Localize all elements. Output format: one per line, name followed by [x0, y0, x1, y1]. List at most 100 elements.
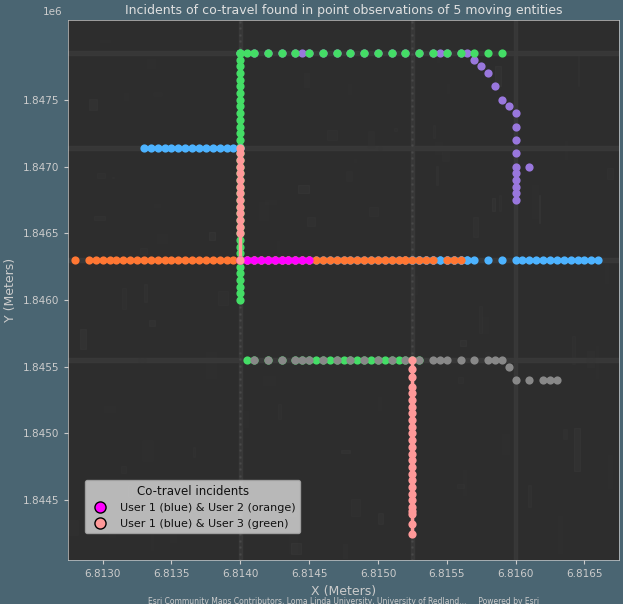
Point: [401, 255, 411, 265]
Point: [407, 482, 417, 492]
Point: [235, 48, 245, 58]
Point: [455, 48, 465, 58]
Point: [407, 510, 417, 519]
Point: [229, 143, 239, 153]
Bar: [277, 242, 279, 258]
Point: [229, 255, 239, 265]
Point: [359, 48, 369, 58]
Bar: [368, 503, 380, 518]
Bar: [69, 146, 619, 150]
Point: [235, 516, 245, 526]
Point: [187, 143, 197, 153]
Point: [552, 255, 562, 265]
Point: [235, 48, 245, 58]
Point: [235, 289, 245, 298]
Bar: [153, 204, 160, 207]
Point: [235, 225, 245, 234]
Point: [235, 471, 245, 481]
Point: [235, 445, 245, 455]
Point: [235, 208, 245, 218]
Point: [401, 355, 411, 365]
Point: [235, 242, 245, 251]
Point: [263, 255, 273, 265]
Bar: [69, 520, 77, 535]
Point: [235, 142, 245, 152]
Point: [235, 296, 245, 306]
Point: [235, 387, 245, 396]
Point: [235, 62, 245, 71]
Point: [187, 255, 197, 265]
Point: [263, 48, 273, 58]
Bar: [109, 533, 115, 537]
Point: [511, 149, 521, 158]
Point: [325, 255, 335, 265]
Point: [235, 262, 245, 271]
Bar: [437, 54, 439, 62]
Point: [235, 182, 245, 191]
Point: [235, 255, 245, 265]
Point: [407, 30, 417, 40]
Point: [311, 255, 321, 265]
Point: [490, 355, 500, 365]
Point: [235, 215, 245, 225]
Point: [380, 255, 390, 265]
Point: [283, 255, 293, 265]
Bar: [263, 376, 275, 385]
Point: [235, 55, 245, 65]
Point: [407, 355, 417, 365]
Point: [235, 153, 245, 163]
Point: [318, 255, 328, 265]
Point: [290, 255, 300, 265]
Bar: [473, 217, 478, 237]
Point: [235, 367, 245, 377]
Title: Incidents of co-travel found in point observations of 5 moving entities: Incidents of co-travel found in point ob…: [125, 4, 563, 17]
Point: [407, 393, 417, 403]
Bar: [573, 249, 577, 262]
Point: [407, 237, 417, 247]
Point: [235, 237, 245, 247]
Point: [483, 355, 493, 365]
Point: [235, 69, 245, 79]
Point: [407, 315, 417, 325]
Bar: [167, 28, 174, 33]
Point: [235, 231, 245, 241]
Point: [407, 166, 417, 176]
Bar: [170, 519, 176, 542]
Point: [263, 355, 273, 365]
Point: [407, 406, 417, 416]
Point: [407, 251, 417, 260]
Point: [414, 255, 424, 265]
Point: [407, 435, 417, 445]
Point: [235, 270, 245, 280]
Point: [407, 442, 417, 452]
Bar: [149, 320, 155, 326]
Point: [359, 48, 369, 58]
Point: [235, 277, 245, 286]
Point: [407, 255, 417, 265]
Point: [373, 48, 383, 58]
Point: [235, 82, 245, 92]
Point: [394, 255, 404, 265]
Point: [407, 303, 417, 312]
Point: [173, 255, 183, 265]
Point: [304, 355, 314, 365]
Point: [449, 255, 459, 265]
Point: [407, 329, 417, 338]
Point: [359, 355, 369, 365]
Point: [256, 255, 266, 265]
Bar: [460, 341, 465, 346]
Point: [407, 140, 417, 150]
Point: [331, 255, 341, 265]
Point: [407, 426, 417, 435]
Point: [235, 295, 245, 305]
Bar: [140, 341, 145, 366]
Point: [366, 255, 376, 265]
Point: [235, 175, 245, 185]
Point: [407, 388, 417, 398]
Point: [235, 303, 245, 312]
Point: [318, 355, 328, 365]
Point: [414, 48, 424, 58]
Point: [235, 309, 245, 319]
Point: [525, 375, 535, 385]
Point: [263, 255, 273, 265]
